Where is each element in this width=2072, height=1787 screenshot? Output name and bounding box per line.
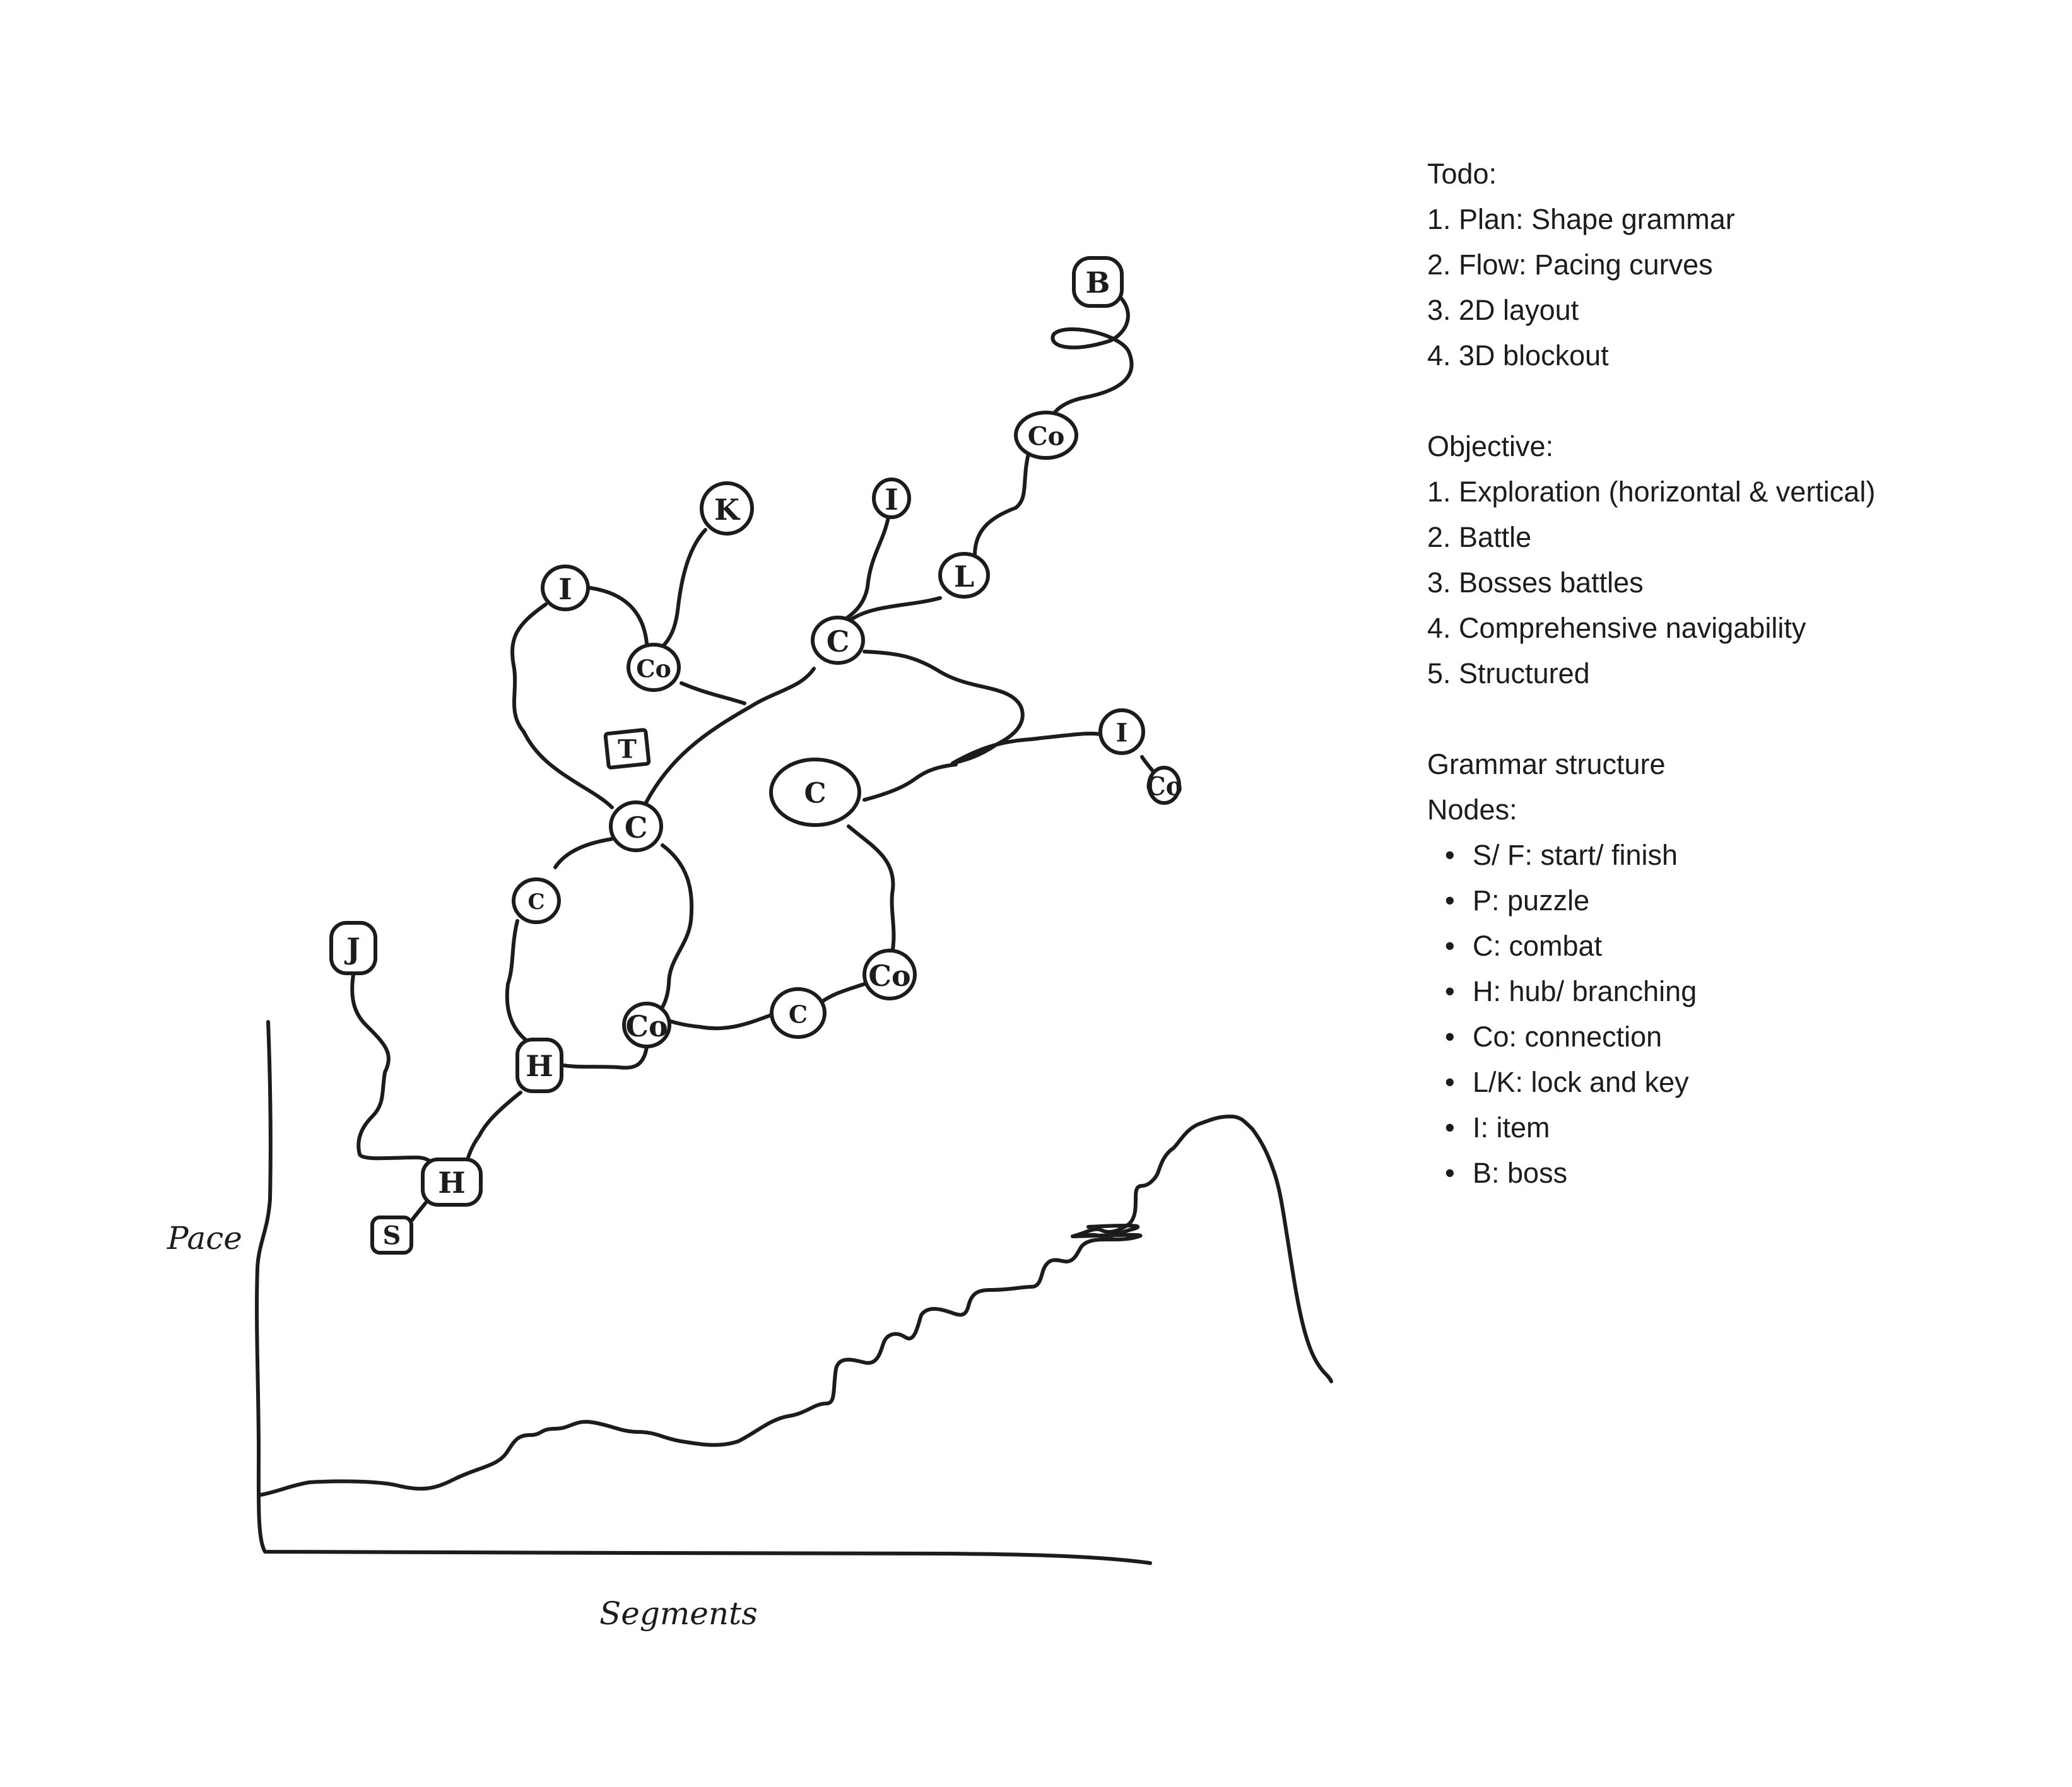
- node-label: I: [1116, 718, 1128, 748]
- node-label: C: [789, 1000, 808, 1029]
- node-label: C: [804, 778, 826, 810]
- node-label: C: [625, 811, 648, 845]
- node-b: B: [1072, 256, 1124, 308]
- node-c3: I: [1098, 708, 1145, 755]
- objective-item: 1. Exploration (horizontal & vertical): [1427, 476, 1876, 508]
- node-label: T: [618, 735, 637, 765]
- edge-co3-c4: [847, 824, 896, 951]
- todo-item: 3. 2D layout: [1427, 294, 1579, 326]
- node-h1: H: [515, 1038, 563, 1093]
- edge-i2-co2: [588, 586, 649, 645]
- node-label: J: [344, 932, 360, 966]
- y-axis-label: Pace: [167, 1220, 242, 1257]
- node-co2: Co: [627, 643, 681, 692]
- node-c1: C: [811, 616, 865, 665]
- node-co4: C: [770, 987, 827, 1039]
- objective-title: Objective:: [1427, 430, 1554, 462]
- node-label: Co: [1028, 422, 1065, 452]
- node-i2: I: [541, 565, 590, 611]
- legend-item: I: item: [1427, 1105, 2046, 1151]
- pacing-chart: Pace Segments: [167, 1020, 1333, 1632]
- legend-item: S/ F: start/ finish: [1427, 833, 2046, 878]
- edge-co4-c5: [661, 1014, 772, 1031]
- legend-item: H: hub/ branching: [1427, 969, 2046, 1014]
- edge-c5-h1: [558, 1045, 649, 1070]
- edge-i1-c1: [840, 515, 890, 623]
- node-co5: C: [512, 877, 561, 924]
- edge-c1-c3-loop: [862, 650, 1106, 765]
- node-label: L: [954, 560, 974, 594]
- todo-item: 1. Plan: Shape grammar: [1427, 203, 1735, 235]
- node-l: L: [938, 552, 990, 599]
- todo-title: Todo:: [1427, 158, 1497, 190]
- node-label: H: [438, 1166, 465, 1200]
- todo-item: 4. 3D blockout: [1427, 339, 1609, 372]
- node-co1: Co: [1014, 411, 1078, 460]
- edge-boss-loop: [1045, 282, 1134, 437]
- grammar-title: Grammar structure: [1427, 748, 1666, 780]
- node-label: Co: [636, 655, 671, 683]
- objective-item: 4. Comprehensive navigability: [1427, 612, 1806, 644]
- pacing-axes: [255, 1020, 1152, 1565]
- edge-k-co2: [661, 528, 707, 648]
- notes-panel: Todo: 1. Plan: Shape grammar 2. Flow: Pa…: [1427, 151, 2046, 1196]
- edge-c2-co5: [553, 837, 614, 869]
- edge-co2-c1: [680, 681, 746, 705]
- edge-c1-c2: [642, 667, 816, 809]
- nodes-title: Nodes:: [1427, 794, 1517, 826]
- objective-item: 5. Structured: [1427, 657, 1590, 689]
- legend-item: Co: connection: [1427, 1014, 2046, 1060]
- objective-item: 3. Bosses battles: [1427, 566, 1644, 599]
- node-i3: Co: [1146, 766, 1183, 805]
- edge-co5-h1: [505, 919, 529, 1043]
- node-label: Co: [1146, 772, 1183, 802]
- node-label: H: [526, 1049, 553, 1083]
- node-co3: C: [769, 758, 861, 827]
- node-label: I: [558, 572, 572, 606]
- edge-c4-co4: [818, 982, 866, 1005]
- node-c5: Co: [622, 1002, 671, 1048]
- node-c2: C: [609, 800, 663, 852]
- edge-i2-c2: [510, 602, 614, 809]
- pacing-curve: [258, 1115, 1333, 1497]
- edge-c2-c5: [654, 843, 694, 1017]
- edge-co1-l: [973, 452, 1030, 557]
- objective-item: 2. Battle: [1427, 521, 1532, 553]
- edge-co3-junction: [862, 763, 958, 802]
- node-j: J: [329, 921, 377, 975]
- node-k: K: [700, 481, 754, 536]
- edge-j-h2: [350, 973, 437, 1175]
- node-label: C: [527, 889, 544, 915]
- todo-item: 2. Flow: Pacing curves: [1427, 249, 1713, 281]
- node-s: S: [370, 1216, 413, 1255]
- node-c4: Co: [862, 949, 917, 1000]
- node-label: Co: [868, 959, 910, 993]
- legend-item: C: combat: [1427, 923, 2046, 969]
- node-label: C: [827, 624, 850, 659]
- node-h2: H: [421, 1157, 483, 1207]
- spacer: [1427, 696, 2046, 742]
- node-i1: I: [872, 478, 911, 519]
- node-label: S: [383, 1221, 401, 1251]
- edge-l-c1: [847, 596, 942, 623]
- x-axis-label: Segments: [599, 1595, 758, 1632]
- node-label: B: [1086, 266, 1110, 300]
- graph-nodes: B Co L I K I Co C: [329, 256, 1183, 1255]
- legend-item: B: boss: [1427, 1151, 2046, 1196]
- legend-item: L/K: lock and key: [1427, 1060, 2046, 1105]
- spacer: [1427, 378, 2046, 424]
- node-label: I: [885, 483, 898, 517]
- node-label: Co: [625, 1009, 668, 1043]
- node-label: K: [714, 493, 741, 527]
- node-t: T: [603, 728, 651, 770]
- legend-item: P: puzzle: [1427, 878, 2046, 923]
